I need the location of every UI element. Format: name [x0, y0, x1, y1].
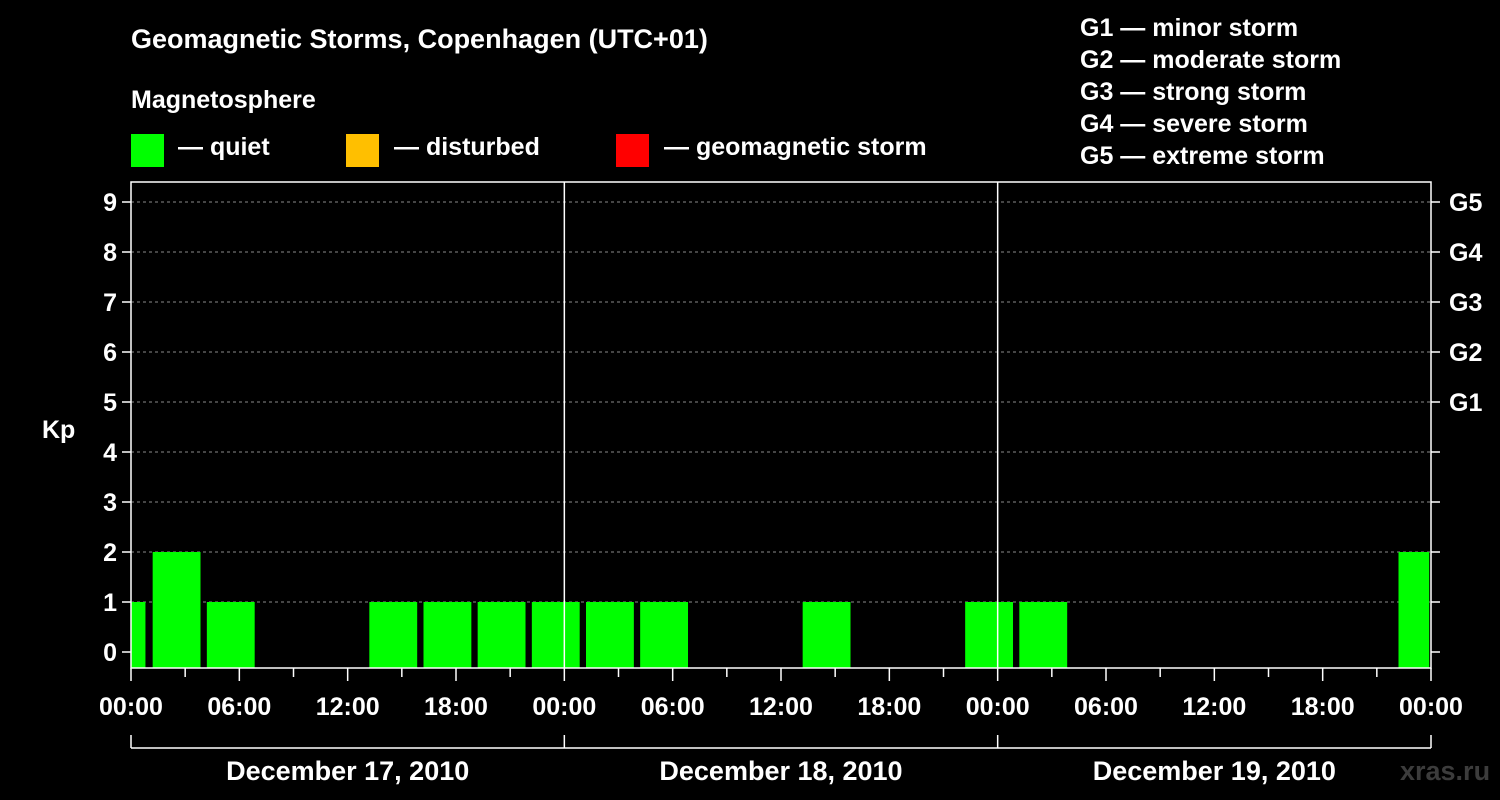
g-scale-label: G4: [1449, 239, 1482, 267]
bar: [1398, 552, 1430, 668]
g-scale-g4: G4 — severe storm: [1080, 110, 1308, 138]
bar: [1019, 602, 1068, 668]
x-tick-label: 12:00: [1182, 693, 1246, 721]
y-tick-label: 1: [103, 589, 117, 617]
bar: [206, 602, 255, 668]
bar: [131, 602, 146, 668]
x-tick-label: 00:00: [99, 693, 163, 721]
bar: [369, 602, 418, 668]
legend-label-storm: — geomagnetic storm: [664, 133, 927, 161]
y-tick-label: 6: [103, 339, 117, 367]
x-tick-label: 18:00: [857, 693, 921, 721]
bar: [423, 602, 472, 668]
day-label: December 19, 2010: [1093, 756, 1336, 786]
g-scale-g3: G3 — strong storm: [1080, 78, 1307, 106]
legend-heading: Magnetosphere: [131, 86, 316, 114]
x-tick-label: 00:00: [1399, 693, 1463, 721]
x-tick-label: 06:00: [641, 693, 705, 721]
x-tick-label: 00:00: [532, 693, 596, 721]
g-scale-g2: G2 — moderate storm: [1080, 46, 1342, 74]
y-tick-label: 3: [103, 489, 117, 517]
bar: [640, 602, 689, 668]
x-tick-label: 18:00: [1291, 693, 1355, 721]
x-tick-label: 12:00: [316, 693, 380, 721]
watermark: xras.ru: [1400, 756, 1491, 786]
day-label: December 18, 2010: [659, 756, 902, 786]
bar: [965, 602, 1014, 668]
bar: [586, 602, 634, 668]
y-tick-label: 4: [103, 439, 117, 467]
y-tick-label: 5: [103, 389, 117, 417]
bar: [152, 552, 201, 668]
bar: [477, 602, 526, 668]
chart-title: Geomagnetic Storms, Copenhagen (UTC+01): [131, 24, 708, 54]
legend-label-quiet: — quiet: [178, 133, 270, 161]
day-label: December 17, 2010: [226, 756, 469, 786]
plot-frame: [130, 181, 1432, 669]
bar: [802, 602, 851, 668]
legend-swatch-quiet: [131, 134, 164, 167]
g-scale-label: G5: [1449, 189, 1482, 217]
y-axis-label: Kp: [42, 416, 75, 444]
x-tick-label: 12:00: [749, 693, 813, 721]
y-tick-label: 8: [103, 239, 117, 267]
g-scale-g1: G1 — minor storm: [1080, 14, 1299, 42]
x-tick-label: 00:00: [966, 693, 1030, 721]
y-tick-label: 9: [103, 189, 117, 217]
x-tick-label: 18:00: [424, 693, 488, 721]
y-tick-label: 7: [103, 289, 117, 317]
legend-swatch-disturbed: [346, 134, 379, 167]
g-scale-label: G3: [1449, 289, 1482, 317]
x-tick-label: 06:00: [1074, 693, 1138, 721]
g-scale-g5: G5 — extreme storm: [1080, 142, 1325, 170]
bar: [531, 602, 580, 668]
x-tick-label: 06:00: [207, 693, 271, 721]
y-tick-label: 0: [103, 639, 117, 667]
legend-swatch-storm: [616, 134, 649, 167]
y-tick-label: 2: [103, 539, 117, 567]
legend-label-disturbed: — disturbed: [394, 133, 540, 161]
g-scale-label: G2: [1449, 339, 1482, 367]
g-scale-label: G1: [1449, 389, 1482, 417]
